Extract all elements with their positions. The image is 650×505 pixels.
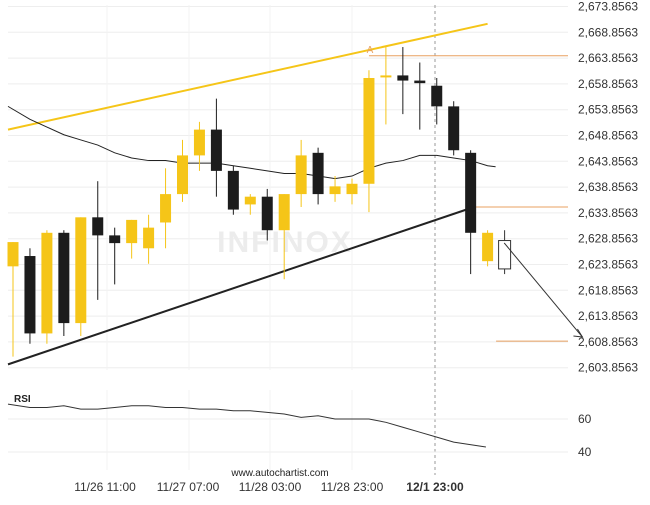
rsi-tick-label: 60 — [578, 412, 592, 426]
candle-body — [380, 75, 392, 78]
candle-body — [295, 155, 307, 195]
candle-body — [7, 242, 19, 267]
rsi-tick-label: 40 — [578, 445, 592, 459]
candles — [7, 47, 494, 357]
candle-body — [193, 129, 205, 156]
lower-trendline — [7, 206, 475, 366]
candle-body — [397, 75, 409, 81]
y-tick-label: 2,618.8563 — [578, 283, 638, 297]
y-tick-label: 2,608.8563 — [578, 335, 638, 349]
y-tick-label: 2,633.8563 — [578, 206, 638, 220]
y-tick-label: 2,668.8563 — [578, 25, 638, 39]
rsi-line — [7, 403, 486, 448]
candle-body — [227, 170, 239, 210]
y-tick-label: 2,653.8563 — [578, 103, 638, 117]
y-tick-label: 2,673.8563 — [578, 0, 638, 14]
candle-body — [109, 235, 121, 244]
y-tick-label: 2,628.8563 — [578, 232, 638, 246]
annotations: A — [367, 45, 584, 338]
levels — [368, 55, 568, 342]
y-tick-label: 2,623.8563 — [578, 258, 638, 272]
candle-body — [160, 194, 172, 223]
y-tick-label: 2,648.8563 — [578, 129, 638, 143]
candle-body — [24, 256, 36, 334]
point-label-a: A — [367, 45, 374, 56]
forecast-arrowhead — [573, 328, 584, 338]
candle-body — [346, 183, 358, 195]
candle-body — [414, 80, 426, 84]
candle-body — [58, 232, 70, 324]
candle-body — [312, 152, 324, 195]
x-tick-label: 11/28 03:00 — [239, 480, 302, 494]
candle-body — [261, 196, 273, 231]
moving-average-line — [7, 105, 496, 180]
y-tick-label: 2,663.8563 — [578, 51, 638, 65]
x-axis: 11/26 11:00 11/27 07:00 11/28 03:00 11/28 2… — [74, 480, 464, 494]
y-tick-label: 2,638.8563 — [578, 180, 638, 194]
candle-body — [329, 186, 341, 195]
x-tick-label: 11/26 11:00 — [74, 480, 136, 494]
y-tick-label: 2,643.8563 — [578, 154, 638, 168]
candle-body — [126, 219, 138, 244]
rsi-title: RSI — [14, 394, 31, 405]
x-tick-label: 11/28 23:00 — [321, 480, 384, 494]
candle-body — [244, 196, 256, 205]
grid — [8, 5, 568, 475]
footer-url: www.autochartist.com — [230, 468, 328, 479]
candle-body — [210, 129, 222, 171]
x-tick-label: 12/1 23:00 — [406, 480, 464, 494]
projection-candle — [498, 240, 512, 270]
y-tick-label: 2,603.8563 — [578, 361, 638, 375]
rsi-panel: RSI 60 40 — [7, 394, 592, 459]
candle-body — [431, 85, 443, 107]
candle-body — [363, 77, 375, 184]
y-axis: 2,673.8563 2,668.8563 2,663.8563 2,658.8563… — [578, 0, 638, 375]
forecast-arrow — [503, 242, 583, 338]
y-tick-label: 2,613.8563 — [578, 309, 638, 323]
candle-body — [41, 232, 53, 334]
candle-body — [278, 194, 290, 231]
candle-body — [448, 106, 460, 151]
upper-trendline — [7, 22, 488, 131]
candle-body — [75, 217, 87, 324]
candle-body — [92, 217, 104, 236]
candle-body — [482, 232, 494, 262]
candle-body — [177, 155, 188, 195]
moving-average — [7, 105, 496, 180]
candle-body — [143, 227, 155, 249]
trendlines — [7, 22, 488, 366]
candle-body — [465, 152, 477, 233]
x-tick-label: 11/27 07:00 — [157, 480, 220, 494]
y-tick-label: 2,658.8563 — [578, 77, 638, 91]
